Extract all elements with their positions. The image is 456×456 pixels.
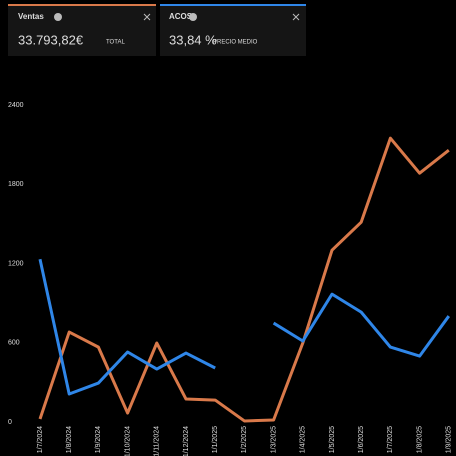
- card-bg: [160, 4, 306, 56]
- series-line: [272, 292, 451, 358]
- card-acos: ACOS 33,84 % PRECIO MEDIO: [160, 4, 306, 56]
- y-tick-label: 1200: [8, 260, 24, 267]
- series-line: [38, 136, 450, 423]
- card-value: 33,84 %: [169, 32, 217, 47]
- series-line: [38, 258, 216, 396]
- x-tick-label: 1/8/2024: [66, 426, 73, 453]
- close-icon[interactable]: [292, 13, 300, 21]
- card-caption: PRECIO MEDIO: [213, 40, 258, 46]
- x-tick-label: 1/4/2025: [300, 426, 307, 453]
- y-tick-label: 2400: [8, 102, 24, 109]
- card-caption: TOTAL: [106, 40, 125, 46]
- x-tick-label: 1/7/2024: [37, 426, 44, 453]
- x-tick-label: 1/6/2025: [358, 426, 365, 453]
- x-tick-label: 1/3/2025: [270, 426, 277, 453]
- card-title: Ventas: [18, 12, 44, 21]
- x-tick-label: 1/9/2024: [95, 426, 102, 453]
- x-tick-label: 1/1/2025: [212, 426, 219, 453]
- info-icon[interactable]: [189, 13, 197, 21]
- card-bg: [8, 4, 156, 56]
- x-tick-label: 1/11/2024: [154, 426, 161, 456]
- card-title: ACOS: [169, 12, 193, 21]
- card-accent: [8, 4, 156, 6]
- x-tick-label: 1/9/2025: [446, 426, 453, 453]
- x-tick-label: 1/2/2025: [241, 426, 248, 453]
- close-icon[interactable]: [143, 13, 151, 21]
- y-tick-label: 0: [8, 419, 12, 426]
- card-accent: [160, 4, 306, 6]
- y-tick-label: 600: [8, 340, 20, 347]
- info-icon[interactable]: [54, 13, 62, 21]
- x-tick-label: 1/8/2025: [416, 426, 423, 453]
- card-value: 33.793,82€: [18, 32, 84, 47]
- card-ventas: Ventas 33.793,82€ TOTAL: [8, 4, 156, 56]
- x-tick-label: 1/10/2024: [124, 426, 131, 456]
- x-tick-label: 1/12/2024: [183, 426, 190, 456]
- x-tick-label: 1/7/2025: [387, 426, 394, 453]
- plot: 0 600 1200 1800 2400 1/7/2024 1/8/2024 1/9/2024…: [8, 102, 453, 456]
- y-tick-label: 1800: [8, 181, 24, 188]
- x-tick-label: 1/5/2025: [329, 426, 336, 453]
